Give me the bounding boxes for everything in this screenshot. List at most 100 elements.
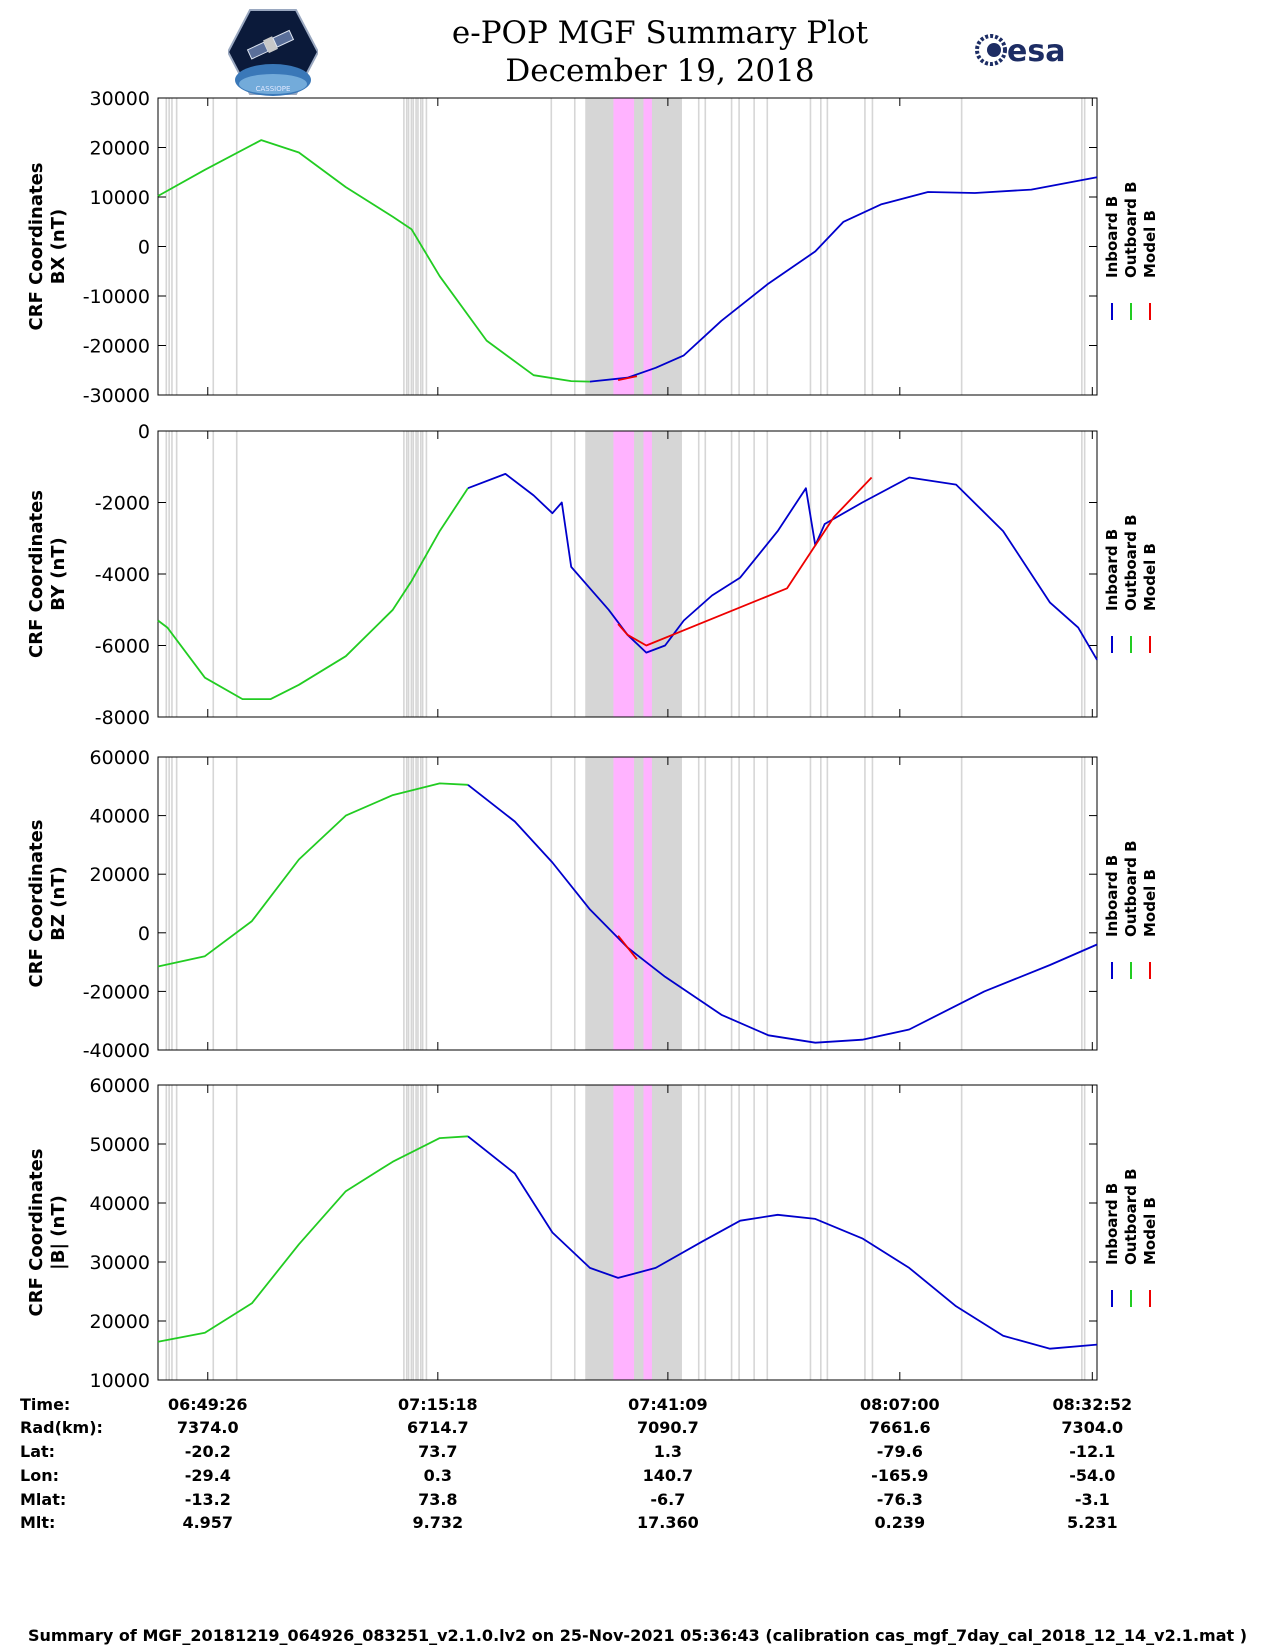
ephemeris-value: 6714.7 xyxy=(407,1418,469,1437)
gap-shade-line xyxy=(961,431,963,717)
gap-shade-line xyxy=(1084,431,1086,717)
gap-shade-line xyxy=(961,757,963,1050)
legend-label: Outboard B xyxy=(1122,840,1140,937)
gap-shade-line xyxy=(212,757,214,1050)
y-axis-label: CRF Coordinates|B| (nT) xyxy=(26,1149,69,1317)
gap-shade-line xyxy=(738,1085,740,1380)
gap-shade-line xyxy=(168,757,170,1050)
gap-shade-line xyxy=(406,98,408,395)
y-tick-label: 60000 xyxy=(90,747,150,769)
gap-shade-line xyxy=(417,1085,419,1380)
legend-label: Outboard B xyxy=(1122,514,1140,611)
ephemeris-value: 0.239 xyxy=(875,1513,926,1532)
panel-4: 60000 50000 40000 30000 20000 10000 CRF Coordi… xyxy=(26,1075,1159,1392)
gap-shade-line xyxy=(168,98,170,395)
ephemeris-value: 06:49:26 xyxy=(168,1395,248,1414)
gap-shade-line xyxy=(810,431,812,717)
gap-shade-line xyxy=(411,98,413,395)
ephemeris-value: -3.1 xyxy=(1075,1490,1110,1509)
gap-shade-line xyxy=(168,431,170,717)
gap-shade-line xyxy=(408,98,410,395)
gap-shade-line xyxy=(415,757,417,1050)
gap-shade-line xyxy=(426,1085,428,1380)
y-tick-label: 0 xyxy=(138,923,150,945)
gap-shade-line xyxy=(820,757,822,1050)
gap-shade-line xyxy=(820,431,822,717)
gap-shade-line xyxy=(810,98,812,395)
series-line-inboard-b xyxy=(468,474,1097,660)
gap-shade-line xyxy=(236,98,238,395)
gap-shade-line xyxy=(864,757,866,1050)
event-shade-band xyxy=(613,1085,634,1380)
ephemeris-value: -79.6 xyxy=(877,1442,923,1461)
legend-label: Inboard B xyxy=(1103,529,1121,611)
legend-label: Outboard B xyxy=(1122,181,1140,278)
gap-shade-line xyxy=(753,1085,755,1380)
y-tick-label: -8000 xyxy=(95,707,150,729)
gap-shade-line xyxy=(738,757,740,1050)
event-shade-band xyxy=(613,98,634,395)
gap-shade-line xyxy=(171,431,173,717)
gap-shade-line xyxy=(1084,1085,1086,1380)
gap-shade-line xyxy=(420,431,422,717)
gap-shade-line xyxy=(738,431,740,717)
y-tick-label: 10000 xyxy=(90,187,150,209)
gap-shade-line xyxy=(176,1085,178,1380)
panel-2: 0-2000-4000-6000-8000CRF CoordinatesBY (… xyxy=(26,421,1159,729)
gap-shade-line xyxy=(574,1085,576,1380)
gap-shade-line xyxy=(403,757,405,1050)
ephemeris-value: 7090.7 xyxy=(637,1418,699,1437)
gap-shade-line xyxy=(872,757,874,1050)
gap-shade-line xyxy=(403,1085,405,1380)
gap-shade-line xyxy=(766,1085,768,1380)
gap-shade-line xyxy=(417,98,419,395)
gap-shade-line xyxy=(422,431,424,717)
gap-shade-line xyxy=(731,431,733,717)
ephemeris-value: 08:32:52 xyxy=(1053,1395,1133,1414)
gap-shade-line xyxy=(406,1085,408,1380)
y-tick-label: 10000 xyxy=(90,1370,150,1392)
gap-shade-line xyxy=(766,431,768,717)
gap-shade-line xyxy=(961,98,963,395)
gap-shade-line xyxy=(810,1085,812,1380)
gap-shade-line xyxy=(412,431,414,717)
gap-shade-line xyxy=(551,431,553,717)
y-axis-label-line: CRF Coordinates xyxy=(26,1149,47,1317)
gap-shade-line xyxy=(738,98,740,395)
gap-shade-line xyxy=(753,98,755,395)
y-tick-label: -30000 xyxy=(83,385,150,407)
y-axis-label-line: |B| (nT) xyxy=(48,1195,69,1270)
ephemeris-value: 7661.6 xyxy=(869,1418,931,1437)
gap-shade-line xyxy=(704,431,706,717)
legend-label: Model B xyxy=(1141,210,1159,278)
series-line-outboard-b xyxy=(158,140,590,382)
gap-shade-line xyxy=(753,757,755,1050)
y-tick-label: -10000 xyxy=(83,286,150,308)
gap-shade-line xyxy=(212,98,214,395)
y-tick-label: 40000 xyxy=(90,806,150,828)
y-tick-label: 30000 xyxy=(90,88,150,110)
gap-shade-line xyxy=(704,757,706,1050)
gap-shade-line xyxy=(411,757,413,1050)
gap-shade-line xyxy=(415,98,417,395)
series-line-inboard-b xyxy=(468,1136,1097,1348)
panel-3: 6000040000200000-20000-40000CRF Coordina… xyxy=(26,747,1159,1062)
y-tick-label: -20000 xyxy=(83,981,150,1003)
ephemeris-value: 07:15:18 xyxy=(398,1395,478,1414)
y-tick-label: -2000 xyxy=(95,493,150,515)
gap-shade-line xyxy=(872,1085,874,1380)
gap-shade-line xyxy=(403,431,405,717)
ephemeris-value: 7374.0 xyxy=(177,1418,239,1437)
gap-shade-line xyxy=(412,757,414,1050)
ephemeris-value: -165.9 xyxy=(871,1466,928,1485)
gap-shade-line xyxy=(698,98,700,395)
gap-shade-line xyxy=(176,757,178,1050)
gap-shade-line xyxy=(422,1085,424,1380)
y-axis-label: CRF CoordinatesBX (nT) xyxy=(26,163,69,331)
gap-shade-line xyxy=(827,431,829,717)
ephemeris-value: 17.360 xyxy=(637,1513,699,1532)
gap-shade-line xyxy=(426,98,428,395)
gap-shade-line xyxy=(420,1085,422,1380)
ephemeris-value: 73.7 xyxy=(418,1442,457,1461)
gap-shade-line xyxy=(171,98,173,395)
